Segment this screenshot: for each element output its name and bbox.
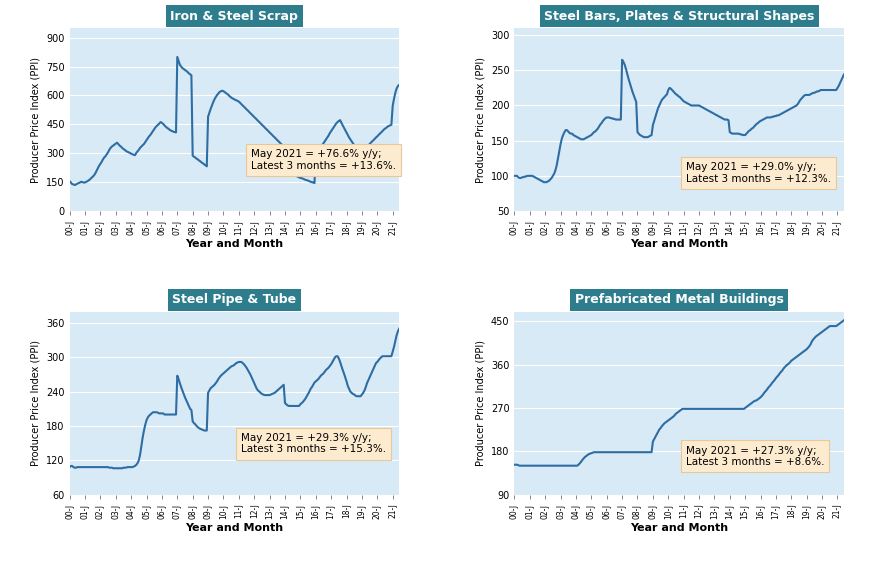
Text: May 2021 = +29.3% y/y;
Latest 3 months = +15.3%.: May 2021 = +29.3% y/y; Latest 3 months =…: [241, 433, 386, 454]
X-axis label: Year and Month: Year and Month: [629, 523, 727, 533]
Title: Steel Pipe & Tube: Steel Pipe & Tube: [172, 293, 296, 306]
Text: May 2021 = +27.3% y/y;
Latest 3 months = +8.6%.: May 2021 = +27.3% y/y; Latest 3 months =…: [685, 446, 823, 467]
Title: Iron & Steel Scrap: Iron & Steel Scrap: [170, 10, 298, 23]
Y-axis label: Producer Price Index (PPI): Producer Price Index (PPI): [30, 340, 41, 466]
Text: May 2021 = +76.6% y/y;
Latest 3 months = +13.6%.: May 2021 = +76.6% y/y; Latest 3 months =…: [250, 149, 395, 171]
Y-axis label: Producer Price Index (PPI): Producer Price Index (PPI): [30, 57, 41, 183]
Title: Prefabricated Metal Buildings: Prefabricated Metal Buildings: [574, 293, 783, 306]
Y-axis label: Producer Price Index (PPI): Producer Price Index (PPI): [474, 340, 485, 466]
Title: Steel Bars, Plates & Structural Shapes: Steel Bars, Plates & Structural Shapes: [543, 10, 813, 23]
X-axis label: Year and Month: Year and Month: [185, 523, 283, 533]
X-axis label: Year and Month: Year and Month: [185, 239, 283, 250]
Y-axis label: Producer Price Index (PPI): Producer Price Index (PPI): [474, 57, 485, 183]
X-axis label: Year and Month: Year and Month: [629, 239, 727, 250]
Text: May 2021 = +29.0% y/y;
Latest 3 months = +12.3%.: May 2021 = +29.0% y/y; Latest 3 months =…: [685, 162, 830, 184]
